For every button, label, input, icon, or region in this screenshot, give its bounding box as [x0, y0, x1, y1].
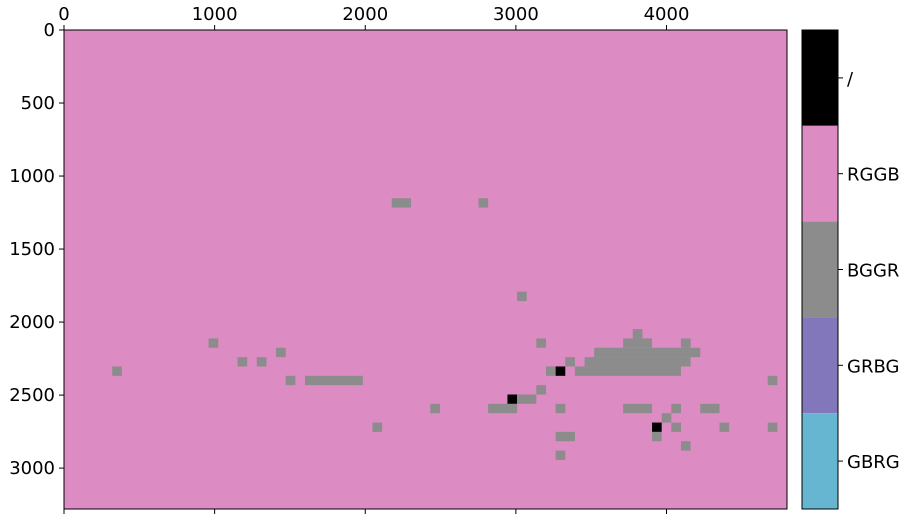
heatmap-cell-bggr — [237, 357, 248, 367]
x-tick-label: 1000 — [192, 4, 238, 25]
plot-frame — [63, 29, 788, 510]
heatmap-cell-bggr — [555, 431, 575, 442]
colorbar-label: BGGR — [847, 261, 899, 282]
heatmap-cell-bggr — [285, 375, 296, 386]
heatmap-background — [64, 30, 787, 509]
y-tick-label: 1000 — [9, 166, 55, 187]
colorbar-label: GBRG — [847, 452, 900, 473]
heatmap-cell-bggr — [256, 357, 267, 367]
heatmap-cell-bggr — [767, 375, 778, 386]
heatmap-cell-bggr — [208, 338, 219, 348]
x-tick-label: 4000 — [644, 4, 690, 25]
colorbar-segment — [802, 413, 838, 509]
heatmap-cell-bggr — [536, 385, 546, 395]
heatmap-cell-slash — [507, 394, 518, 404]
heatmap-cell-bggr — [767, 422, 778, 432]
heatmap-cell-bggr — [594, 347, 701, 358]
x-tick-label: 2000 — [342, 4, 388, 25]
y-tick-label: 500 — [21, 93, 55, 114]
colorbar-label: RGGB — [847, 165, 900, 186]
colorbar-segment — [802, 317, 838, 414]
heatmap-cell-bggr — [555, 403, 566, 414]
colorbar-label: GRBG — [847, 356, 899, 377]
heatmap-cells — [112, 198, 778, 460]
colorbar-label: / — [847, 69, 854, 90]
heatmap-cell-bggr — [488, 403, 518, 414]
heatmap-cell-bggr — [478, 198, 489, 208]
heatmap-cell-bggr — [112, 366, 122, 376]
heatmap-cell-bggr — [555, 450, 566, 460]
colorbar: / RGGB BGGR GRBG GBRG — [801, 29, 900, 510]
heatmap-cell-bggr — [632, 329, 643, 339]
heatmap-cell-bggr — [517, 291, 527, 302]
heatmap-cell-bggr — [623, 403, 653, 414]
heatmap-cell-bggr — [546, 366, 556, 376]
y-tick-label: 1500 — [9, 239, 55, 260]
colorbar-segment — [802, 221, 838, 318]
heatmap-cell-bggr — [565, 357, 575, 367]
heatmap-cell-bggr — [671, 403, 681, 414]
y-tick-label: 2500 — [9, 385, 55, 406]
heatmap-cell-bggr — [574, 366, 681, 376]
heatmap-cell-slash — [555, 366, 566, 376]
heatmap-cell-bggr — [680, 441, 691, 451]
x-axis-ticks: 0 1000 2000 3000 4000 — [58, 4, 689, 514]
colorbar-segment — [802, 30, 838, 126]
heatmap-cell-bggr — [680, 338, 691, 348]
x-tick-label: 0 — [58, 4, 69, 25]
heatmap-cell-bggr — [661, 413, 672, 423]
heatmap-cell-bggr — [536, 338, 546, 348]
x-tick-label: 3000 — [493, 4, 539, 25]
colorbar-frame — [801, 29, 839, 510]
heatmap-cell-bggr — [623, 338, 653, 348]
heatmap-cell-bggr — [305, 375, 363, 386]
heatmap-cell-bggr — [276, 347, 286, 358]
heatmap-cell-bggr — [719, 422, 730, 432]
heatmap-cell-bggr — [671, 422, 681, 432]
heatmap-cell-bggr — [391, 198, 412, 208]
colorbar-segment — [802, 125, 838, 222]
heatmap-cell-bggr — [372, 422, 383, 432]
y-tick-label: 3000 — [9, 458, 55, 479]
y-tick-label: 0 — [44, 20, 55, 41]
y-tick-label: 2000 — [9, 312, 55, 333]
heatmap-cell-bggr — [584, 357, 691, 367]
heatmap-cell-bggr — [700, 403, 720, 414]
y-axis-ticks: 0 500 1000 1500 2000 2500 3000 — [9, 20, 64, 479]
heatmap-cell-bggr — [430, 403, 440, 414]
heatmap-cell-bggr — [517, 394, 537, 404]
heatmap-cell-slash — [652, 422, 662, 432]
heatmap-cell-bggr — [652, 431, 662, 442]
